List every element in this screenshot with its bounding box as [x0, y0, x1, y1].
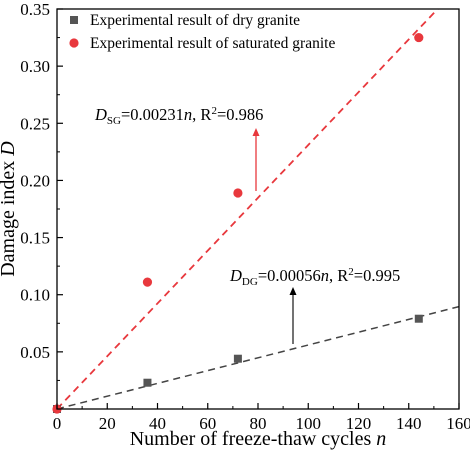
x-tick-label: 140	[396, 414, 422, 433]
y-tick-label: 0.10	[20, 286, 50, 305]
x-tick-label: 60	[199, 414, 216, 433]
plot-area	[52, 8, 460, 414]
equation-saturated: DSG=0.00231n, R2=0.986	[94, 105, 263, 127]
y-tick-label: 0.30	[20, 57, 50, 76]
y-axis-title: Damage index D	[0, 141, 19, 277]
y-tick-label: 0.35	[20, 0, 50, 19]
data-point-dry-2	[233, 354, 242, 363]
annotations: DSG=0.00231n, R2=0.986 DDG=0.00056n, R2=0…	[94, 105, 400, 344]
fit-line-dry	[56, 305, 460, 410]
data-point-saturated-1	[142, 277, 153, 287]
y-tick-label: 0.25	[20, 114, 50, 133]
data-point-dry-3	[414, 314, 423, 323]
y-tick-label: 0.05	[20, 343, 50, 362]
x-tick-label: 120	[346, 414, 372, 433]
plot-frame	[56, 8, 460, 410]
fit-line-saturated	[56, 8, 439, 410]
arrowhead-saturated	[252, 128, 260, 136]
equation-dry: DDG=0.00056n, R2=0.995	[229, 266, 400, 288]
legend-marker-dry	[70, 16, 78, 24]
data-point-saturated-2	[233, 188, 243, 198]
data-point-saturated-3	[414, 32, 424, 43]
legend-label-saturated: Experimental result of saturated granite	[90, 35, 335, 52]
x-axis-title: Number of freeze-thaw cycles n	[130, 428, 387, 450]
x-tick-label: 40	[149, 414, 166, 433]
data-point-dry-1	[143, 378, 152, 387]
y-tick-label: 0.20	[20, 171, 50, 190]
legend-marker-saturated	[69, 38, 79, 48]
x-tick-label: 80	[250, 414, 267, 433]
arrowhead-dry	[289, 287, 297, 295]
x-tick-label: 0	[53, 414, 62, 433]
x-tick-label: 20	[99, 414, 116, 433]
x-tick-label: 160	[446, 414, 470, 433]
y-tick-label: 0.15	[20, 229, 50, 248]
x-tick-label: 100	[296, 414, 322, 433]
legend: Experimental result of dry granite Experi…	[69, 12, 335, 52]
legend-label-dry: Experimental result of dry granite	[90, 12, 300, 29]
